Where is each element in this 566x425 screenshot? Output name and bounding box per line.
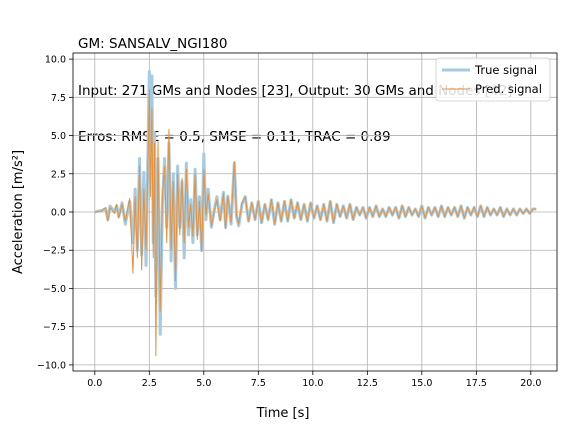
series-layer [94, 69, 537, 357]
y-tick-label: −2.5 [43, 246, 66, 257]
y-tick-label: −10.0 [37, 360, 66, 371]
x-tick-label: 7.5 [251, 378, 266, 389]
legend-label-pred: Pred. signal [475, 82, 542, 96]
y-tick-label: 5.0 [51, 131, 66, 142]
x-tick-label: 15.0 [411, 378, 432, 389]
x-tick-label: 10.0 [302, 378, 323, 389]
y-axis-label: Acceleration [m/s²] [11, 150, 26, 274]
x-axis-label: Time [s] [256, 406, 310, 421]
legend-label-true: True signal [474, 63, 537, 77]
x-tick-label: 17.5 [466, 378, 487, 389]
y-tick-label: 7.5 [51, 93, 66, 104]
y-tick-label: 0.0 [51, 208, 66, 219]
x-tick-label: 20.0 [520, 378, 541, 389]
title-line-1: GM: SANSALV_NGI180 [78, 36, 228, 52]
x-tick-label: 0.0 [87, 378, 102, 389]
y-tick-label: −7.5 [43, 322, 66, 333]
legend: True signal Pred. signal [435, 57, 551, 102]
x-tick-label: 5.0 [196, 378, 211, 389]
series-line-pred [94, 89, 537, 357]
x-tick-label: 2.5 [142, 378, 157, 389]
x-tick-label: 12.5 [357, 378, 378, 389]
y-tick-label: 10.0 [45, 55, 66, 66]
ticks: 0.0 2.5 5.0 7.5 10.0 12.5 15.0 17.5 20.0 −10.0 −7.… [37, 55, 542, 389]
y-tick-label: −5.0 [43, 284, 66, 295]
y-tick-label: 2.5 [51, 169, 66, 180]
